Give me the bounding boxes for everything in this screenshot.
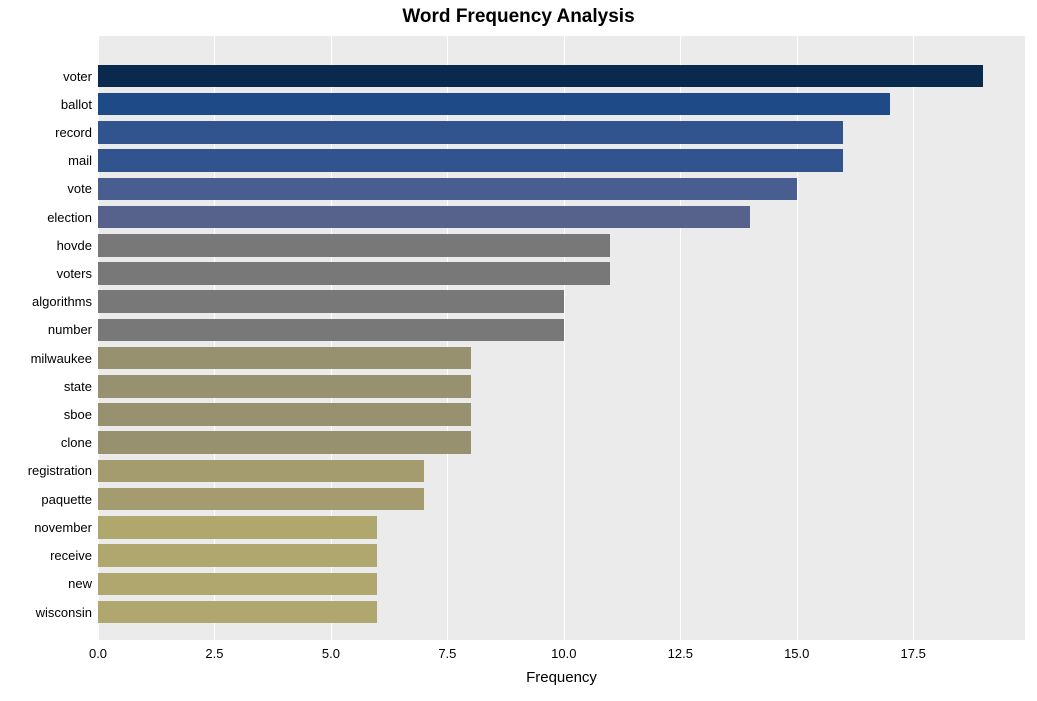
bar <box>98 431 471 454</box>
x-tick-label: 12.5 <box>668 646 693 661</box>
y-tick-label: algorithms <box>32 294 92 309</box>
x-tick-label: 2.5 <box>205 646 223 661</box>
chart-title: Word Frequency Analysis <box>0 6 1037 28</box>
x-tick-label: 5.0 <box>322 646 340 661</box>
x-axis-title: Frequency <box>98 669 1025 686</box>
y-tick-label: voters <box>57 266 92 281</box>
bar <box>98 347 471 370</box>
bar <box>98 121 843 144</box>
bar <box>98 290 564 313</box>
bar <box>98 178 797 201</box>
y-tick-label: wisconsin <box>36 605 92 620</box>
y-tick-label: ballot <box>61 97 92 112</box>
x-tick-label: 10.0 <box>551 646 576 661</box>
y-tick-label: hovde <box>57 238 92 253</box>
bar <box>98 601 377 624</box>
bar <box>98 65 983 88</box>
y-tick-label: registration <box>28 463 92 478</box>
y-tick-label: november <box>34 520 92 535</box>
x-tick-label: 17.5 <box>901 646 926 661</box>
bar <box>98 573 377 596</box>
bar <box>98 206 750 229</box>
y-tick-label: state <box>64 379 92 394</box>
bar <box>98 93 890 116</box>
y-tick-label: voter <box>63 69 92 84</box>
x-tick-label: 7.5 <box>438 646 456 661</box>
y-tick-label: paquette <box>41 492 92 507</box>
y-tick-label: record <box>55 125 92 140</box>
y-tick-label: milwaukee <box>31 351 92 366</box>
chart-container: Word Frequency Analysis voter ballot recor… <box>0 0 1037 701</box>
y-tick-label: new <box>68 576 92 591</box>
y-tick-label: receive <box>50 548 92 563</box>
x-tick-label: 0.0 <box>89 646 107 661</box>
y-tick-label: vote <box>67 181 92 196</box>
y-tick-label: clone <box>61 435 92 450</box>
bar <box>98 375 471 398</box>
y-tick-label: number <box>48 322 92 337</box>
y-tick-label: election <box>47 210 92 225</box>
bar <box>98 460 424 483</box>
bar <box>98 234 610 257</box>
plot-area <box>98 36 1025 640</box>
bar <box>98 262 610 285</box>
bar <box>98 403 471 426</box>
bar <box>98 319 564 342</box>
grid-line <box>913 36 914 640</box>
y-tick-label: sboe <box>64 407 92 422</box>
bar <box>98 544 377 567</box>
bar <box>98 488 424 511</box>
bar <box>98 516 377 539</box>
y-tick-label: mail <box>68 153 92 168</box>
bar <box>98 149 843 172</box>
x-tick-label: 15.0 <box>784 646 809 661</box>
